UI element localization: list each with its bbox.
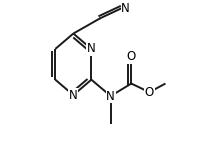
Text: N: N xyxy=(87,42,96,55)
Text: O: O xyxy=(145,86,154,99)
Text: N: N xyxy=(69,89,78,102)
Text: N: N xyxy=(121,2,130,15)
Text: N: N xyxy=(106,90,115,103)
Text: O: O xyxy=(127,50,136,63)
